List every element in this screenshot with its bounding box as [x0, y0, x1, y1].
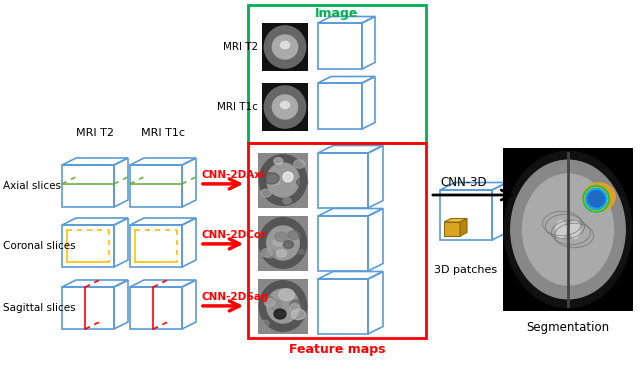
- Text: Axial slices: Axial slices: [3, 181, 61, 191]
- Ellipse shape: [261, 249, 272, 257]
- Text: CNN-2DAxl: CNN-2DAxl: [202, 170, 266, 180]
- Ellipse shape: [267, 226, 300, 260]
- Ellipse shape: [284, 241, 294, 248]
- Ellipse shape: [264, 172, 279, 184]
- Ellipse shape: [298, 249, 305, 254]
- Ellipse shape: [294, 160, 305, 168]
- Text: MRI T2: MRI T2: [223, 42, 258, 52]
- Ellipse shape: [264, 299, 275, 306]
- Ellipse shape: [264, 296, 273, 303]
- Polygon shape: [258, 153, 308, 208]
- Ellipse shape: [280, 41, 290, 48]
- Ellipse shape: [570, 221, 580, 239]
- Polygon shape: [444, 222, 460, 236]
- Ellipse shape: [511, 160, 625, 299]
- Ellipse shape: [280, 101, 290, 109]
- Ellipse shape: [276, 250, 287, 257]
- Ellipse shape: [274, 309, 286, 319]
- Polygon shape: [258, 216, 308, 271]
- Text: MRI T1c: MRI T1c: [141, 128, 185, 138]
- Ellipse shape: [261, 189, 271, 197]
- Ellipse shape: [279, 289, 294, 301]
- Ellipse shape: [522, 174, 614, 285]
- Polygon shape: [262, 23, 308, 71]
- Ellipse shape: [267, 289, 300, 323]
- Ellipse shape: [583, 183, 615, 211]
- Ellipse shape: [269, 300, 282, 310]
- Text: Sagittal slices: Sagittal slices: [3, 303, 76, 313]
- Ellipse shape: [267, 163, 300, 197]
- Ellipse shape: [289, 304, 300, 312]
- Text: MRI T1c: MRI T1c: [217, 102, 258, 112]
- Text: Feature maps: Feature maps: [289, 344, 385, 356]
- Ellipse shape: [259, 155, 307, 205]
- Polygon shape: [258, 279, 308, 334]
- Text: CNN-3D: CNN-3D: [440, 175, 486, 189]
- Ellipse shape: [285, 176, 294, 182]
- Text: Image: Image: [316, 7, 358, 19]
- Ellipse shape: [274, 158, 283, 164]
- Ellipse shape: [291, 309, 305, 320]
- Ellipse shape: [288, 231, 300, 240]
- Ellipse shape: [260, 320, 269, 327]
- Ellipse shape: [273, 35, 298, 59]
- Ellipse shape: [556, 221, 566, 239]
- Ellipse shape: [273, 239, 283, 246]
- Ellipse shape: [268, 176, 280, 185]
- Ellipse shape: [259, 218, 307, 268]
- Circle shape: [586, 189, 606, 209]
- Text: CNN-2DSag: CNN-2DSag: [202, 292, 269, 302]
- Ellipse shape: [273, 95, 298, 119]
- Ellipse shape: [504, 151, 632, 308]
- Text: MRI T2: MRI T2: [76, 128, 114, 138]
- Polygon shape: [460, 218, 467, 236]
- Ellipse shape: [259, 281, 307, 331]
- Text: Segmentation: Segmentation: [527, 321, 609, 334]
- Polygon shape: [444, 218, 467, 222]
- Text: CNN-2DCor: CNN-2DCor: [202, 230, 268, 240]
- Ellipse shape: [290, 300, 304, 310]
- Ellipse shape: [265, 251, 275, 258]
- Ellipse shape: [264, 86, 306, 128]
- Text: Coronal slices: Coronal slices: [3, 241, 76, 251]
- Ellipse shape: [296, 178, 308, 186]
- Ellipse shape: [283, 198, 291, 204]
- Ellipse shape: [264, 26, 306, 68]
- Polygon shape: [503, 148, 633, 311]
- Text: 3D patches: 3D patches: [435, 265, 497, 275]
- Ellipse shape: [275, 232, 287, 241]
- Polygon shape: [262, 83, 308, 131]
- Ellipse shape: [283, 172, 293, 182]
